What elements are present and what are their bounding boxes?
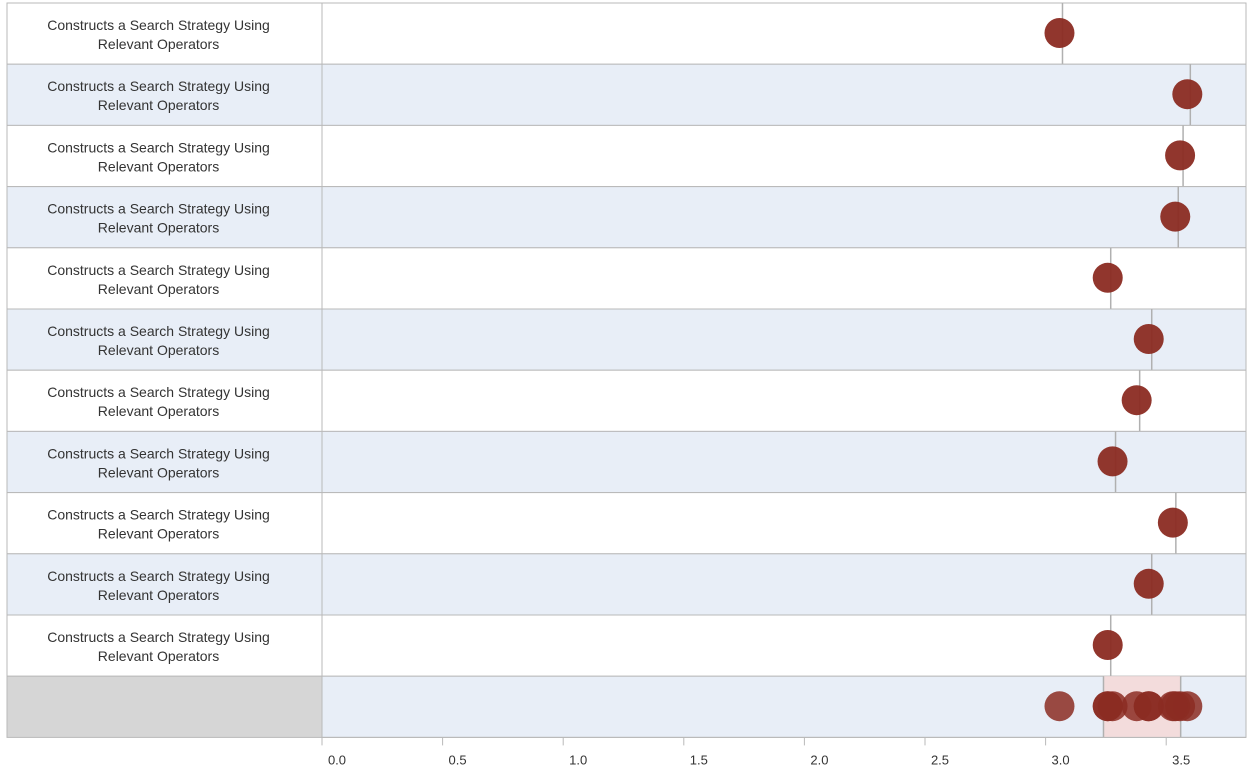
- data-point: [1158, 508, 1188, 538]
- row-label-line-2: Relevant Operators: [98, 97, 219, 113]
- row-label-line-1: Constructs a Search Strategy Using: [47, 323, 270, 339]
- summary-data-point: [1044, 691, 1074, 721]
- row-plot-cell: [322, 3, 1246, 64]
- row-plot-cell: [322, 125, 1246, 186]
- row-label-line-2: Relevant Operators: [98, 342, 219, 358]
- row-label-cell: [7, 431, 322, 492]
- row-label-line-1: Constructs a Search Strategy Using: [47, 384, 270, 400]
- summary-row: [7, 676, 1246, 737]
- row-label-line-1: Constructs a Search Strategy Using: [47, 262, 270, 278]
- row-label-cell: [7, 309, 322, 370]
- x-tick-label: 0.0: [328, 752, 346, 767]
- data-point: [1165, 140, 1195, 170]
- data-point: [1134, 569, 1164, 599]
- x-tick-label: 3.5: [1172, 752, 1190, 767]
- summary-data-point: [1093, 691, 1123, 721]
- data-point: [1093, 630, 1123, 660]
- data-point: [1098, 446, 1128, 476]
- data-row: Constructs a Search Strategy Using Releva…: [7, 187, 1246, 248]
- row-label-line-1: Constructs a Search Strategy Using: [47, 507, 270, 523]
- row-label-cell: [7, 125, 322, 186]
- row-plot-cell: [322, 493, 1246, 554]
- row-plot-cell: [322, 64, 1246, 125]
- data-row: Constructs a Search Strategy Using Releva…: [7, 64, 1246, 125]
- row-label-cell: [7, 554, 322, 615]
- data-row: Constructs a Search Strategy Using Releva…: [7, 3, 1246, 64]
- row-label-line-1: Constructs a Search Strategy Using: [47, 568, 270, 584]
- row-label-line-1: Constructs a Search Strategy Using: [47, 78, 270, 94]
- summary-data-point: [1134, 691, 1164, 721]
- row-label-cell: [7, 64, 322, 125]
- x-tick-label: 2.0: [810, 752, 828, 767]
- row-label-line-1: Constructs a Search Strategy Using: [47, 629, 270, 645]
- row-label-line-2: Relevant Operators: [98, 464, 219, 480]
- x-tick-label: 0.5: [449, 752, 467, 767]
- row-label-line-2: Relevant Operators: [98, 526, 219, 542]
- data-point: [1093, 263, 1123, 293]
- data-point: [1172, 79, 1202, 109]
- x-axis: 0.0 0.5 1.0 1.5 2.0 2.5 3.0 3.5: [322, 737, 1246, 767]
- row-label-cell: [7, 248, 322, 309]
- row-label-line-2: Relevant Operators: [98, 403, 219, 419]
- row-label-cell: [7, 615, 322, 676]
- data-point: [1160, 202, 1190, 232]
- data-row: Constructs a Search Strategy Using Releva…: [7, 309, 1246, 370]
- row-plot-cell: [322, 554, 1246, 615]
- data-row: Constructs a Search Strategy Using Releva…: [7, 493, 1246, 554]
- row-label-line-1: Constructs a Search Strategy Using: [47, 139, 270, 155]
- row-label-line-2: Relevant Operators: [98, 158, 219, 174]
- data-row: Constructs a Search Strategy Using Releva…: [7, 248, 1246, 309]
- x-tick-label: 3.0: [1052, 752, 1070, 767]
- row-label-cell: [7, 370, 322, 431]
- data-row: Constructs a Search Strategy Using Releva…: [7, 615, 1246, 676]
- row-plot-cell: [322, 187, 1246, 248]
- row-label-line-2: Relevant Operators: [98, 648, 219, 664]
- row-label-line-2: Relevant Operators: [98, 220, 219, 236]
- data-row: Constructs a Search Strategy Using Releva…: [7, 125, 1246, 186]
- row-plot-cell: [322, 370, 1246, 431]
- data-row: Constructs a Search Strategy Using Releva…: [7, 431, 1246, 492]
- data-point: [1134, 324, 1164, 354]
- row-label-line-2: Relevant Operators: [98, 281, 219, 297]
- x-tick-label: 1.5: [690, 752, 708, 767]
- row-label-cell: [7, 493, 322, 554]
- row-label-cell: [7, 187, 322, 248]
- row-label-line-2: Relevant Operators: [98, 36, 219, 52]
- row-label-line-2: Relevant Operators: [98, 587, 219, 603]
- x-tick-label: 2.5: [931, 752, 949, 767]
- rows-layer: Constructs a Search Strategy Using Releva…: [7, 3, 1246, 676]
- row-label-line-1: Constructs a Search Strategy Using: [47, 201, 270, 217]
- row-label-line-1: Constructs a Search Strategy Using: [47, 17, 270, 33]
- row-label-cell: [7, 3, 322, 64]
- data-point: [1044, 18, 1074, 48]
- data-point: [1122, 385, 1152, 415]
- data-row: Constructs a Search Strategy Using Releva…: [7, 370, 1246, 431]
- data-row: Constructs a Search Strategy Using Releva…: [7, 554, 1246, 615]
- summary-label-cell: [7, 676, 322, 737]
- row-label-line-1: Constructs a Search Strategy Using: [47, 445, 270, 461]
- row-plot-cell: [322, 309, 1246, 370]
- x-tick-label: 1.0: [569, 752, 587, 767]
